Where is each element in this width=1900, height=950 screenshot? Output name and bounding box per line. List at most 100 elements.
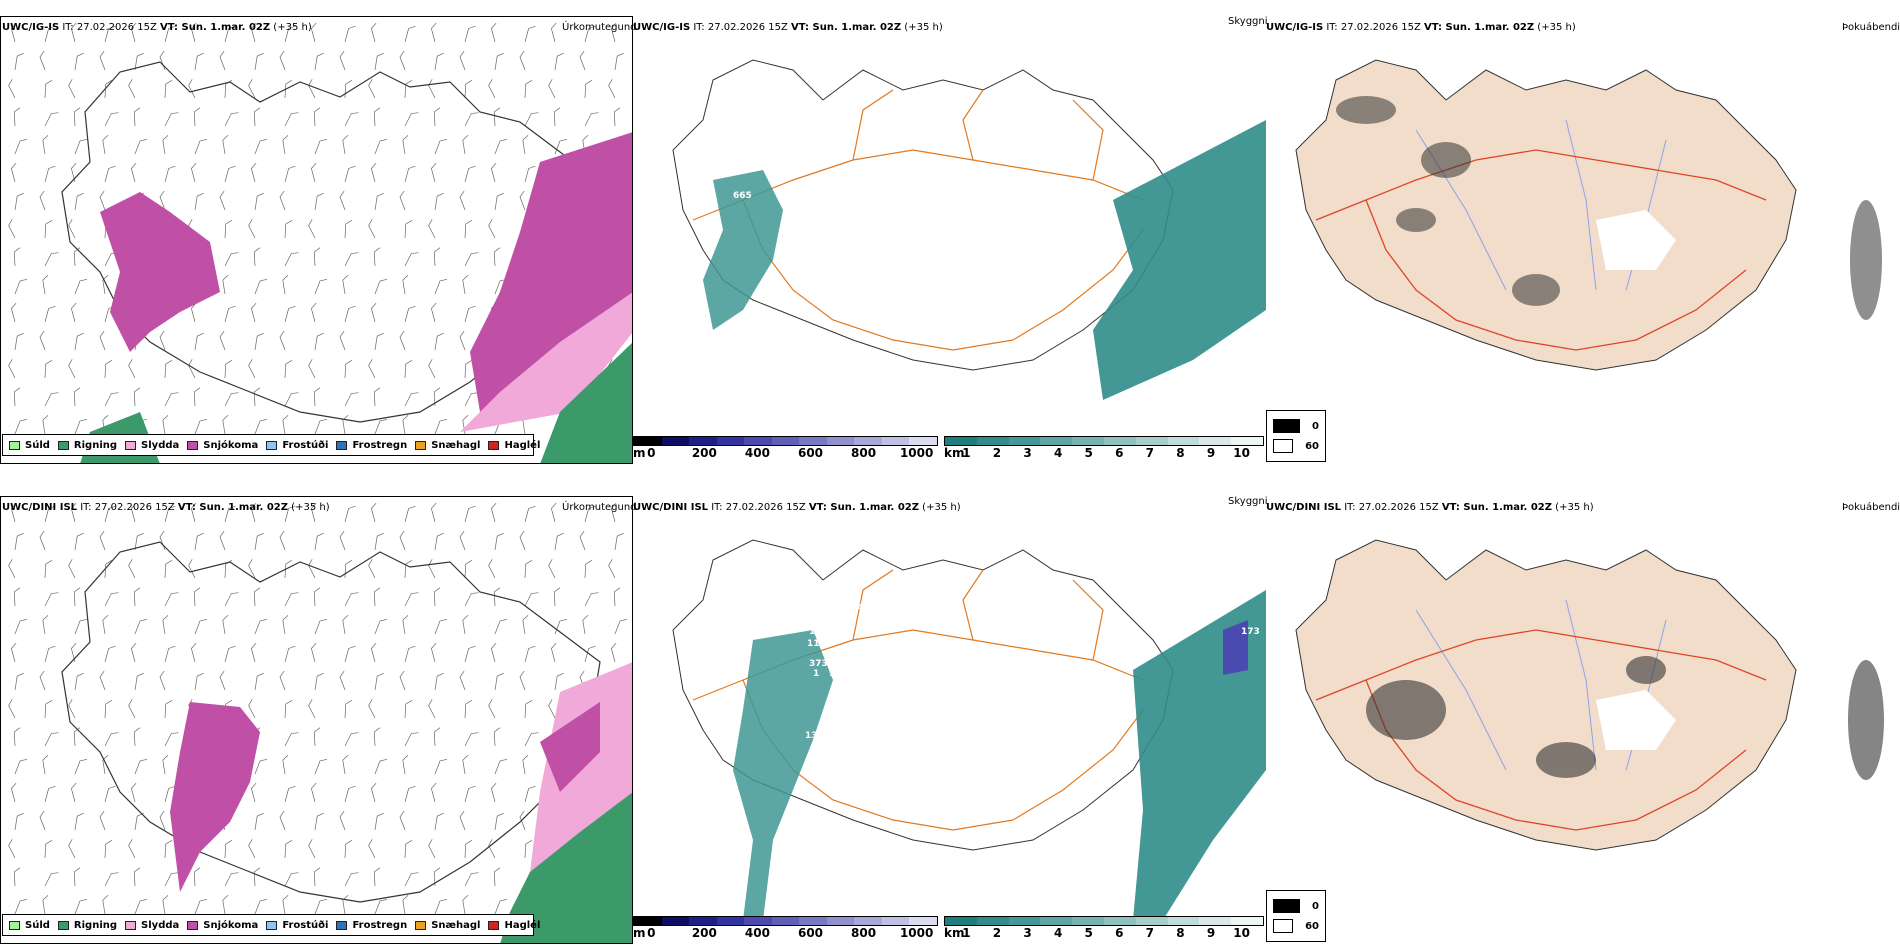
wind-barb (614, 52, 624, 71)
wind-barb (222, 135, 229, 155)
colorbar-segment (1072, 917, 1104, 925)
wind-barb (404, 560, 413, 579)
wind-barb (14, 192, 24, 211)
wind-barb (70, 642, 77, 663)
colorbar-tick-label: 8 (1176, 446, 1185, 460)
wind-barb (42, 895, 49, 915)
wind-barb (10, 782, 17, 803)
wind-barb (313, 867, 321, 887)
wind-barb (133, 727, 141, 747)
wind-barb (554, 52, 564, 71)
roads-fog-row1 (1315, 149, 1767, 351)
panel-header-row1-col1: UWC/IG-IS IT: 27.02.2026 15Z VT: Sun. 1.… (2, 22, 312, 33)
wind-barb (459, 190, 466, 211)
fog-legend-row: 0 (1273, 896, 1319, 916)
wind-barb (404, 785, 416, 803)
wind-barb (488, 839, 496, 859)
wind-barb (524, 25, 536, 43)
wind-barb (104, 700, 113, 719)
wind-barb (310, 162, 317, 183)
legend-item: Frostúði (266, 920, 328, 931)
wind-barb (344, 560, 353, 579)
wind-barb (339, 330, 346, 351)
wind-barb (524, 592, 539, 607)
colorbar-tick-label: 6 (1115, 446, 1124, 460)
colorbar-tick-label: 9 (1206, 926, 1216, 940)
wind-barb (193, 387, 201, 407)
wind-barb (224, 112, 239, 127)
wind-barb (314, 899, 328, 915)
wind-barb (10, 642, 17, 663)
wind-barb (128, 559, 136, 579)
wind-barb (279, 190, 286, 211)
wind-barb (550, 642, 557, 663)
wind-barb (462, 755, 469, 775)
wind-barb (524, 112, 539, 127)
wind-barb (248, 79, 256, 99)
fog-swatch-60 (1273, 439, 1294, 453)
wind-barb (490, 642, 497, 663)
wind-barb (613, 587, 621, 607)
wind-barb (519, 810, 526, 831)
wind-barb (434, 899, 448, 915)
wind-barb (284, 252, 299, 267)
wind-barb (314, 812, 324, 831)
low-visibility-area-row1-east (1093, 120, 1266, 400)
precip-map-svg-row2 (8, 502, 633, 944)
snow-area-row2-west (170, 702, 260, 892)
sleet-area-row1-east (460, 292, 633, 432)
colorbar-tick-label: 800 (851, 926, 877, 940)
colorbar-tick-label: 1 (962, 926, 971, 940)
wind-barb (314, 192, 324, 211)
wind-barb (102, 615, 109, 635)
wind-barb (248, 359, 256, 379)
wind-barb (404, 112, 419, 127)
wind-barb (194, 52, 204, 71)
wind-barb (584, 80, 593, 99)
wind-barb (374, 619, 388, 635)
wind-barb (342, 615, 349, 635)
wind-barb (548, 559, 556, 579)
wind-barb (250, 502, 257, 523)
wind-barb (39, 810, 46, 831)
wind-barb (164, 165, 176, 183)
swatch-snow-pellets (415, 920, 427, 930)
legend-item: Haglél (488, 440, 540, 451)
wind-barb (284, 700, 293, 719)
cloud-height-label: 373 (809, 659, 828, 669)
wind-barb (164, 560, 173, 579)
colorbar-segment (1008, 437, 1041, 445)
wind-barb (308, 839, 316, 859)
wind-barb (279, 530, 286, 551)
wind-barb (73, 587, 81, 607)
wind-barb (464, 700, 473, 719)
wind-barb (224, 25, 236, 43)
wind-barb (464, 392, 479, 407)
wind-barb (219, 670, 226, 691)
visibility-colorbar-unit-row1: km (944, 446, 965, 460)
wind-barb (99, 330, 106, 351)
wind-barb (128, 839, 136, 859)
height-colorbar-unit-row1: m (633, 446, 646, 460)
wind-barb (344, 785, 356, 803)
wind-barb (404, 645, 416, 663)
wind-barb (44, 305, 56, 323)
wind-barb (434, 52, 444, 71)
cloud-height-label: 972 (829, 669, 848, 679)
wind-barb (284, 165, 296, 183)
wind-barb (308, 359, 316, 379)
panel-type-label-row2-col1: Úrkomutegund (562, 502, 637, 513)
wind-barb (522, 755, 529, 775)
wind-barb (433, 247, 441, 267)
cloud-height-label: 173 (1241, 627, 1260, 637)
wind-barb (282, 415, 289, 435)
wind-barb (370, 782, 377, 803)
wind-barb (254, 672, 264, 691)
wind-barb (374, 192, 384, 211)
wind-barb (14, 759, 28, 775)
wind-barb (610, 22, 617, 43)
wind-barb (284, 785, 296, 803)
wind-barb (190, 302, 197, 323)
panel-type-label-row1-col3: Þokuábendi (1842, 22, 1900, 33)
wind-barb (344, 112, 359, 127)
